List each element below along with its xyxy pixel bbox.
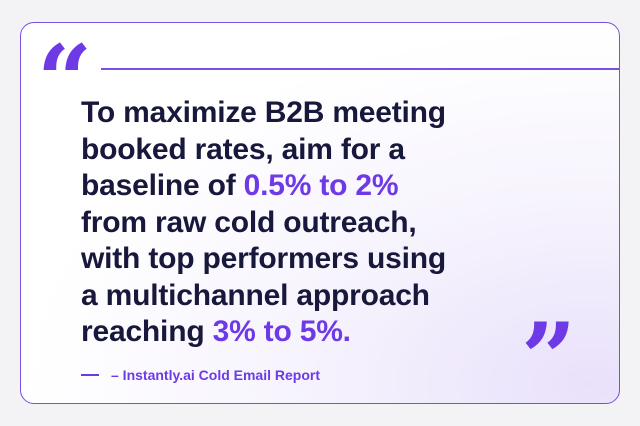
- quote-segment: reaching: [81, 315, 213, 348]
- quote-segment: To maximize B2B meeting: [81, 96, 446, 129]
- attribution-row: – Instantly.ai Cold Email Report: [81, 367, 320, 383]
- quote-line: To maximize B2B meeting: [81, 95, 446, 132]
- attribution: – Instantly.ai Cold Email Report: [111, 367, 321, 383]
- quote-segment: with top performers using: [81, 242, 447, 275]
- quote-highlight: 3% to 5%.: [212, 315, 351, 348]
- quote-line: reaching 3% to 5%.: [81, 314, 446, 351]
- quote-text: To maximize B2B meeting booked rates, aim…: [81, 95, 446, 351]
- quote-highlight: 0.5% to 2%: [243, 169, 399, 202]
- quote-segment: booked rates, aim for a: [81, 132, 405, 166]
- quote-line: with top performers using: [81, 241, 446, 278]
- attribution-dash: [81, 374, 99, 376]
- quote-line: booked rates, aim for a: [81, 132, 446, 169]
- quote-segment: from raw cold outreach,: [81, 205, 417, 239]
- quote-segment: baseline of: [81, 169, 244, 202]
- quote-line: from raw cold outreach,: [81, 205, 446, 242]
- quote-card: “ To maximize B2B meeting booked rates, a…: [20, 22, 620, 404]
- quote-segment: a multichannel approach: [81, 278, 430, 312]
- divider-line: [101, 68, 619, 70]
- open-quote: “: [37, 24, 93, 137]
- close-quote: ”: [521, 302, 577, 404]
- quote-line: a multichannel approach: [81, 278, 446, 315]
- quote-line: baseline of 0.5% to 2%: [81, 168, 446, 205]
